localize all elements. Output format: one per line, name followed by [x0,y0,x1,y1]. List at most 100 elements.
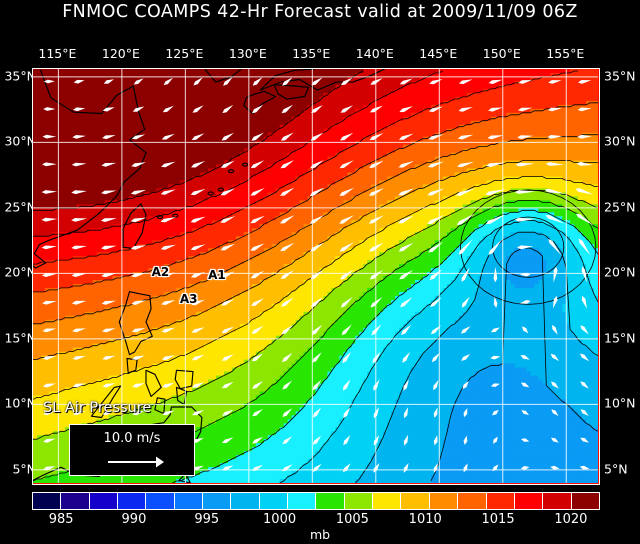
colorbar-segment-12 [373,493,402,509]
wind-vector [310,242,324,252]
wind-vector [520,466,530,470]
wind-vector [130,217,147,223]
wind-vector [131,272,146,278]
wind-vector [309,187,325,196]
lat-tick-30-l: 30°N [4,133,36,149]
wind-vector [162,410,175,416]
wind-vector [548,239,562,256]
colorbar-segment-15 [458,493,487,509]
wind-vector [520,355,530,360]
wind-vector [43,411,56,416]
lat-tick-10-r: 10°N [604,395,636,411]
wind-vector [280,270,294,279]
wind-vector [282,77,293,86]
colorbar-segment-8 [259,493,289,509]
wind-vector [193,77,203,86]
wind-vector [191,299,205,306]
wind-vector [222,465,234,471]
wind-vector [368,188,385,196]
wind-vector [547,135,563,139]
wind-vector [343,435,351,446]
wind-vector [517,135,534,139]
wind-vector [403,379,409,391]
wind-vector [456,188,476,196]
wind-vector [252,381,263,389]
wind-vector [71,218,87,222]
colorbar-segment-5 [174,493,204,509]
wind-vector [71,190,87,195]
wind-vector [71,300,87,305]
wind-vector [458,239,473,255]
wind-vector [132,355,146,360]
wind-vector [220,243,236,251]
colorbar-tick-990: 990 [121,512,147,527]
wind-vector [552,295,558,309]
wind-vector [340,77,353,86]
colorbar[interactable] [32,492,600,510]
wind-vector [131,300,146,305]
wind-vector [130,245,147,250]
colorbar-segment-7 [231,493,260,509]
wind-vector [312,379,322,391]
wind-vector [550,381,559,389]
colorbar-segment-14 [429,493,459,509]
wind-vector [282,436,293,445]
wind-vector [252,409,263,417]
wind-vector [71,273,87,277]
wind-vector [581,295,587,309]
wind-vector [163,77,173,86]
wind-vector [73,107,86,112]
wind-vector [427,161,444,168]
wind-vector [160,244,176,250]
wind-vector [132,106,145,112]
wind-vector [131,134,146,140]
wind-vector [101,273,117,278]
wind-vector [578,238,591,256]
wind-vector [190,244,206,251]
wind-vector [251,132,264,141]
lon-tick-140: 140°E [355,46,394,61]
lon-tick-120: 120°E [101,46,140,61]
wind-vector [545,215,565,224]
wind-vector [101,190,117,195]
wind-vector [373,434,380,446]
wind-vector [281,104,293,114]
wind-vector [250,160,265,169]
wind-vector [43,438,56,443]
wind-vector [398,161,414,168]
wind-vector [430,325,442,335]
wind-vector [72,355,86,360]
wind-vector [43,79,55,84]
wind-vector [369,269,384,280]
map-plot-area[interactable]: SL Air Pressure 10.0 m/s A1 A2 A3 [32,68,600,485]
wind-vector [311,324,323,336]
wind-vector [514,217,536,222]
wind-vector [221,381,234,389]
lon-tick-155: 155°E [546,46,585,61]
wind-vector [250,270,265,279]
wind-vector [485,214,505,224]
wind-vector [72,383,86,388]
wind-vector [373,379,380,391]
waypoint-label-a3: A3 [179,291,198,306]
wind-vector [488,79,503,84]
wind-vector [251,104,264,114]
field-label: SL Air Pressure [43,400,152,416]
colorbar-segment-0 [33,493,62,509]
wind-vector [576,161,593,166]
lon-tick-145: 145°E [419,46,458,61]
wind-vector [43,466,56,471]
wind-vector [580,353,590,362]
colorbar-segment-18 [543,493,572,509]
wind-vector [191,327,205,333]
colorbar-tick-1010: 1010 [408,512,442,527]
wind-vector [580,437,589,443]
wind-vector [398,133,414,140]
wind-vector [311,77,323,86]
wind-vector [340,296,353,308]
wind-vector [191,161,206,168]
wind-vector [282,380,293,390]
lon-tick-115: 115°E [38,46,77,61]
wind-vector [368,215,385,224]
